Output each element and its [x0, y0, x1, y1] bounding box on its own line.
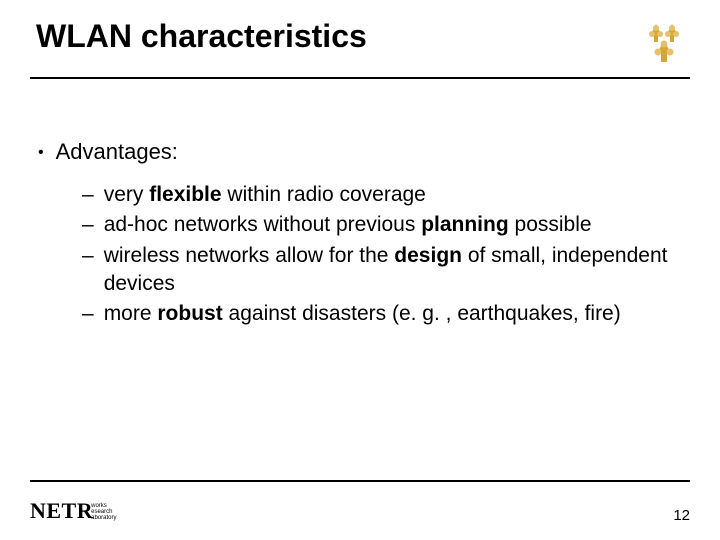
- list-item-text: wireless networks allow for the design o…: [104, 242, 690, 299]
- footer: NETR works esearch aboratory 12: [30, 498, 690, 524]
- dash-icon: –: [82, 300, 94, 328]
- list-item: – ad-hoc networks without previous plann…: [82, 211, 690, 239]
- dash-icon: –: [82, 211, 94, 239]
- dash-icon: –: [82, 242, 94, 270]
- section-heading: • Advantages:: [38, 139, 690, 167]
- section-heading-text: Advantages:: [56, 139, 178, 165]
- list-item-text: ad-hoc networks without previous plannin…: [104, 211, 690, 239]
- footer-logo-main: NETR: [30, 498, 93, 524]
- list-item: – very flexible within radio coverage: [82, 181, 690, 209]
- slide-container: WLAN characteristics: [0, 0, 720, 540]
- list-item: – more robust against disasters (e. g. ,…: [82, 300, 690, 328]
- footer-divider: [30, 480, 690, 482]
- content-area: • Advantages: – very flexible within rad…: [30, 79, 690, 329]
- page-number: 12: [673, 507, 690, 524]
- header-row: WLAN characteristics: [30, 18, 690, 75]
- bullet-dot-icon: •: [38, 139, 44, 167]
- list-item-text: more robust against disasters (e. g. , e…: [104, 300, 690, 328]
- dash-icon: –: [82, 181, 94, 209]
- list-item: – wireless networks allow for the design…: [82, 242, 690, 299]
- list-item-text: very flexible within radio coverage: [104, 181, 690, 209]
- footer-logo: NETR works esearch aboratory: [30, 498, 116, 524]
- slide-title: WLAN characteristics: [30, 18, 367, 55]
- footer-logo-sub: works esearch aboratory: [91, 503, 116, 521]
- corner-logo-icon: [644, 20, 684, 69]
- advantages-list: – very flexible within radio coverage – …: [38, 181, 690, 329]
